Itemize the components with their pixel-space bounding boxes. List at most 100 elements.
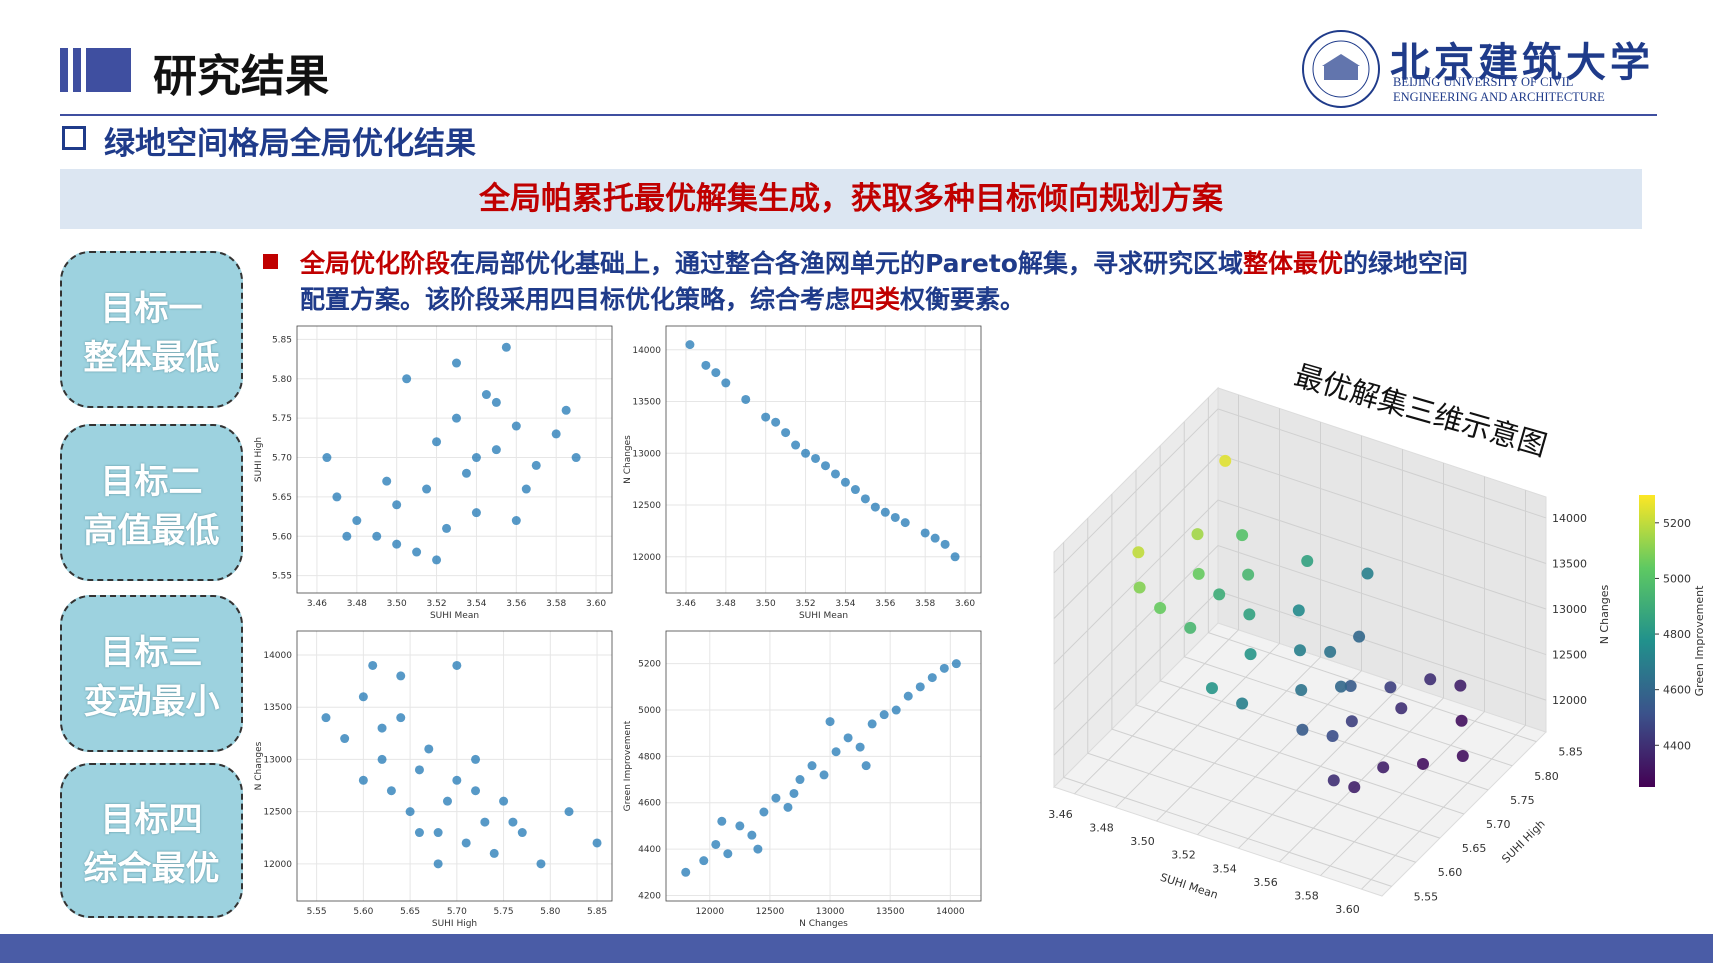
point xyxy=(396,713,406,723)
grid-line xyxy=(1087,518,1416,863)
x-tick-label: 3.56 xyxy=(875,599,895,609)
point xyxy=(811,453,821,463)
y-tick-label: 14000 xyxy=(632,346,661,356)
point xyxy=(358,775,368,785)
colorbar-tick-label: 4400 xyxy=(1663,739,1691,752)
point xyxy=(489,848,499,858)
point xyxy=(717,816,727,826)
point xyxy=(891,705,901,715)
x-tick-label: 3.46 xyxy=(307,599,327,609)
point xyxy=(491,445,501,455)
point xyxy=(386,786,396,796)
point xyxy=(870,502,880,512)
point xyxy=(1344,680,1357,693)
grid-line xyxy=(1053,499,1547,665)
x-tick-label: 5.80 xyxy=(540,907,560,917)
z-tick-label: 12000 xyxy=(1552,694,1587,707)
y-tick-label: 5.65 xyxy=(1462,842,1487,855)
y-tick-label: 5.80 xyxy=(272,375,292,385)
point xyxy=(471,754,481,764)
objective-box: 目标四 综合最优 xyxy=(60,763,243,918)
point xyxy=(358,692,368,702)
point xyxy=(1324,645,1337,658)
header-rule xyxy=(60,114,1657,116)
objective-text: 综合最优 xyxy=(83,848,220,889)
point xyxy=(951,659,961,669)
point xyxy=(1395,702,1408,715)
point xyxy=(517,828,527,838)
point xyxy=(392,500,402,510)
objective-text: 目标三 xyxy=(100,632,203,673)
point xyxy=(471,453,481,463)
point xyxy=(392,539,402,549)
point xyxy=(340,734,350,744)
z-tick-label: 12500 xyxy=(1552,649,1587,662)
x-tick-label: 3.58 xyxy=(546,599,566,609)
x-tick-label: 12500 xyxy=(756,907,785,917)
point xyxy=(747,830,757,840)
y-tick-label: 5.85 xyxy=(1558,746,1583,759)
x-axis-label: SUHI Mean xyxy=(799,611,848,621)
point xyxy=(771,793,781,803)
colorbar-tick-label: 5000 xyxy=(1663,572,1691,585)
point xyxy=(927,673,937,683)
objective-box: 目标二 高值最低 xyxy=(60,424,243,581)
point xyxy=(940,539,950,549)
point xyxy=(342,531,352,541)
grid-line xyxy=(1159,445,1489,791)
y-tick-label: 4200 xyxy=(638,891,661,901)
grid-line xyxy=(1053,453,1547,619)
grid-line xyxy=(1197,435,1362,836)
y-tick-label: 13500 xyxy=(263,703,292,713)
z-tick-label: 13000 xyxy=(1552,603,1587,616)
header-bar xyxy=(73,48,81,92)
grid-line xyxy=(1115,408,1280,808)
section-box xyxy=(62,126,86,150)
grid-line xyxy=(1156,422,1321,822)
point xyxy=(451,358,461,368)
y-tick-label: 14000 xyxy=(263,651,292,661)
paragraph-text: 配置方案。该阶段采用四目标优化策略，综合考虑 xyxy=(300,285,851,314)
x-tick-label: 3.58 xyxy=(1294,890,1319,903)
grid-line xyxy=(1320,476,1485,876)
point xyxy=(1326,730,1339,743)
x-tick-label: 5.55 xyxy=(307,907,327,917)
point xyxy=(950,552,960,562)
point xyxy=(711,839,721,849)
point xyxy=(781,428,791,438)
x-axis-label: SUHI Mean xyxy=(1159,871,1220,902)
y-tick-label: 5.60 xyxy=(272,532,292,542)
point xyxy=(414,765,424,775)
point xyxy=(432,555,442,565)
axes-frame xyxy=(296,325,613,594)
y-tick-label: 5000 xyxy=(638,706,661,716)
x-tick-label: 5.85 xyxy=(587,907,607,917)
point xyxy=(1192,567,1205,580)
point xyxy=(1348,781,1361,794)
x-tick-label: 3.48 xyxy=(716,599,736,609)
bullet xyxy=(263,254,278,269)
point xyxy=(1294,644,1306,657)
paragraph-text: 整体最优 xyxy=(1242,249,1343,278)
x-tick-label: 3.60 xyxy=(1335,903,1360,916)
y-tick-label: 5.70 xyxy=(272,454,292,464)
point xyxy=(820,461,830,471)
point xyxy=(880,507,890,517)
x-tick-label: 5.70 xyxy=(447,907,467,917)
point xyxy=(321,713,331,723)
point xyxy=(1424,673,1437,686)
x-tick-label: 14000 xyxy=(936,907,965,917)
x-axis-label: SUHI Mean xyxy=(430,611,479,621)
point xyxy=(433,828,443,838)
x-tick-label: 3.50 xyxy=(756,599,776,609)
banner xyxy=(60,169,1642,229)
point xyxy=(915,682,925,692)
x-tick-label: 3.46 xyxy=(676,599,696,609)
point xyxy=(819,770,829,780)
y-tick-label: 12500 xyxy=(263,808,292,818)
point xyxy=(789,788,799,798)
point xyxy=(501,342,511,352)
point xyxy=(1236,697,1249,710)
colorbar-tick-label: 5200 xyxy=(1663,517,1691,530)
paragraph-line: 配置方案。该阶段采用四目标优化策略，综合考虑四类权衡要素。 xyxy=(300,280,1025,316)
